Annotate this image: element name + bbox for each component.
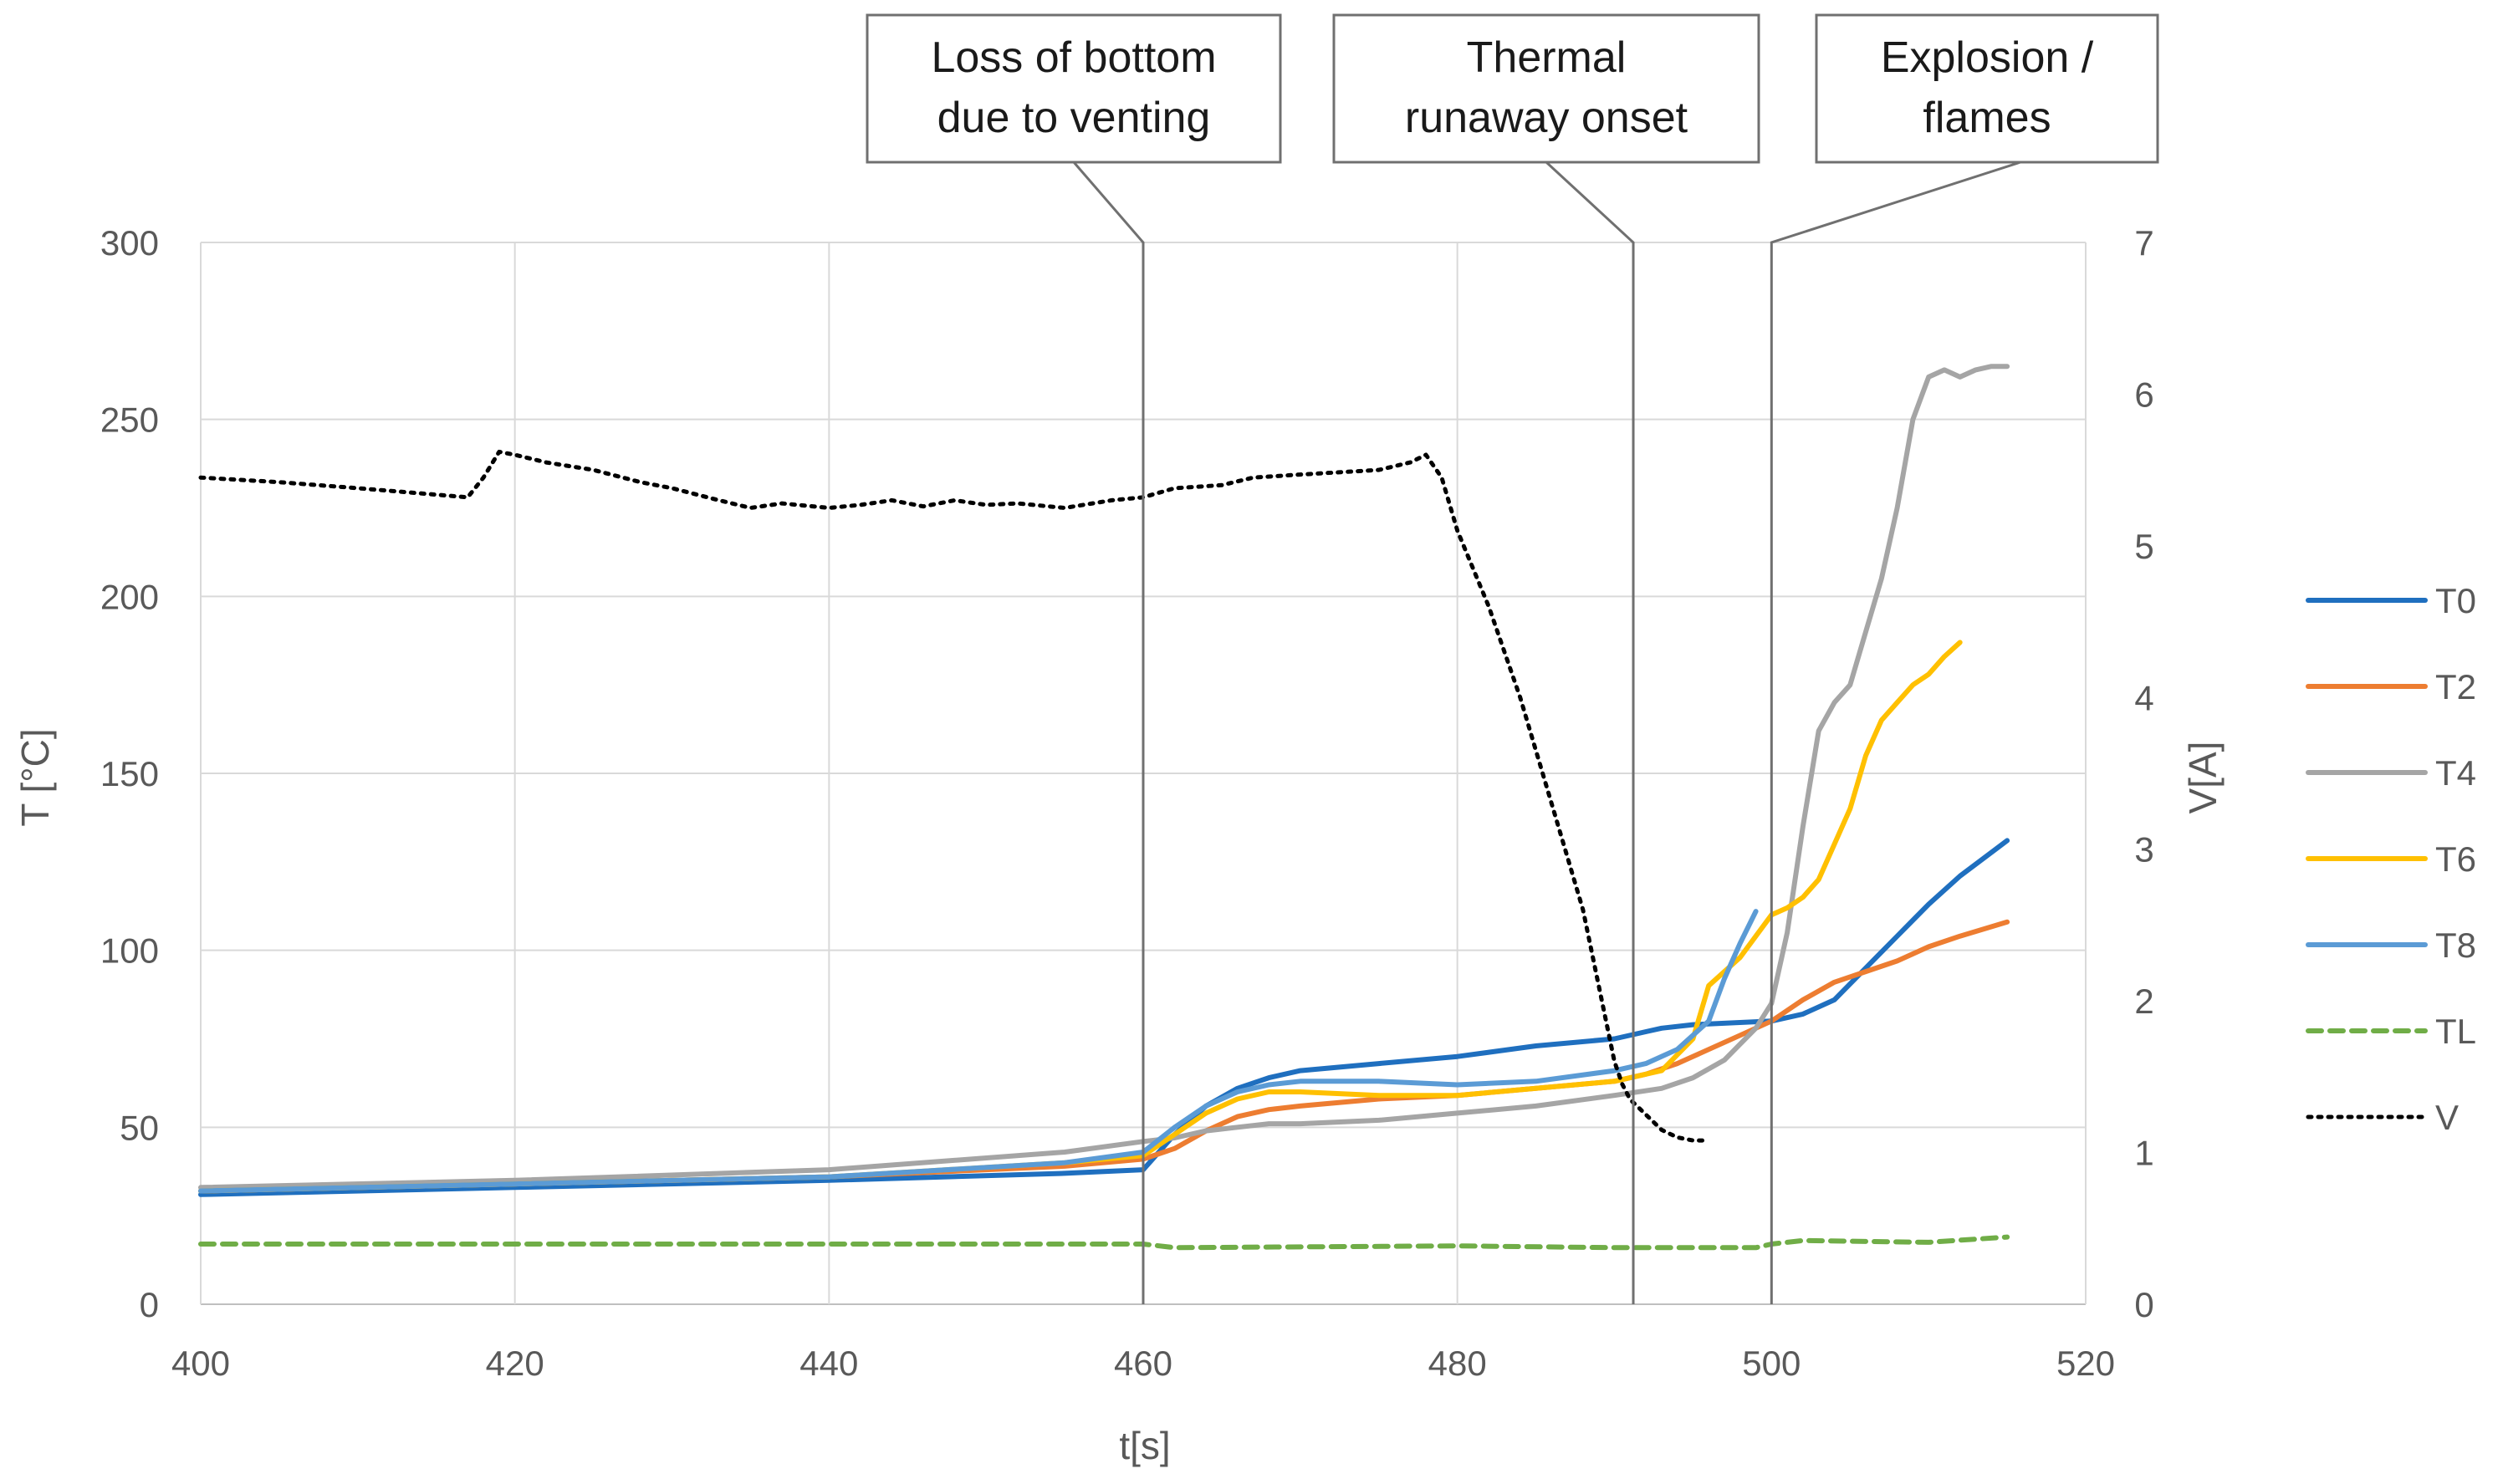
y2-tick-label: 6 <box>2134 375 2153 414</box>
annotation-box <box>1815 13 2159 164</box>
series-lines <box>198 364 2010 1251</box>
y2-tick-label: 7 <box>2134 223 2153 263</box>
y2-axis-ticks: 0 1 2 3 4 5 6 7 <box>2134 223 2153 1324</box>
y-axis-ticks: 0 50 100 150 200 250 300 <box>100 223 159 1324</box>
y-tick-label: 250 <box>100 400 159 440</box>
annotation-leader-line <box>1072 161 1145 1304</box>
annotation-box <box>866 13 1282 164</box>
y-tick-label: 300 <box>100 223 159 263</box>
y-axis-label: T [°C] <box>13 728 57 826</box>
series-line-t6 <box>198 640 1963 1194</box>
legend-label-v: V <box>2435 1098 2459 1137</box>
y2-tick-label: 4 <box>2134 678 2153 717</box>
x-tick-label: 420 <box>486 1344 544 1383</box>
annotation-leader-line <box>1770 161 2021 1304</box>
y-tick-label: 100 <box>100 931 159 971</box>
annotation-text: Thermal <box>1467 33 1627 82</box>
x-tick-label: 400 <box>171 1344 230 1383</box>
legend-label-t2: T2 <box>2435 667 2476 706</box>
y2-tick-label: 2 <box>2134 982 2153 1021</box>
x-tick-label: 480 <box>1428 1344 1487 1383</box>
legend-label-t4: T4 <box>2435 753 2476 793</box>
x-tick-label: 440 <box>799 1344 858 1383</box>
y2-axis-label: V[A] <box>2181 742 2225 814</box>
annotations: Loss of bottom due to venting Thermal runaw… <box>866 13 2159 1304</box>
series-line-t4 <box>198 364 2010 1191</box>
x-axis-label: t[s] <box>1119 1424 1170 1467</box>
y-tick-label: 200 <box>100 577 159 616</box>
y2-tick-label: 5 <box>2134 527 2153 566</box>
y-tick-label: 50 <box>120 1108 159 1147</box>
legend-label-tl: TL <box>2435 1012 2476 1051</box>
legend-label-t0: T0 <box>2435 581 2476 620</box>
x-tick-label: 520 <box>2056 1344 2115 1383</box>
annotation-box <box>1332 13 1760 164</box>
x-tick-label: 500 <box>1742 1344 1801 1383</box>
legend-label-t6: T6 <box>2435 839 2476 879</box>
annotation-text: due to venting <box>937 94 1211 142</box>
x-tick-label: 460 <box>1114 1344 1172 1383</box>
annotation-text: Loss of bottom <box>931 33 1216 82</box>
series-line-tl <box>198 1234 2010 1251</box>
y2-tick-label: 1 <box>2134 1134 2153 1173</box>
y-tick-label: 0 <box>140 1285 159 1324</box>
legend: T0 T2 T4 T6 T8 TL V <box>2306 581 2476 1137</box>
y-tick-label: 150 <box>100 754 159 793</box>
series-line-t8 <box>198 909 1759 1194</box>
series-line-v <box>198 449 1711 1143</box>
y2-tick-label: 0 <box>2134 1285 2153 1324</box>
annotation-text: flames <box>1923 94 2051 142</box>
series-line-t0 <box>198 838 2010 1197</box>
y2-tick-label: 3 <box>2134 830 2153 869</box>
legend-label-t8: T8 <box>2435 926 2476 965</box>
annotation-text: Explosion / <box>1881 33 2094 82</box>
annotation-leader-line <box>1545 161 1635 1304</box>
annotation-text: runaway onset <box>1405 94 1688 142</box>
x-axis-ticks: 400 420 440 460 480 500 520 <box>171 1344 2115 1383</box>
